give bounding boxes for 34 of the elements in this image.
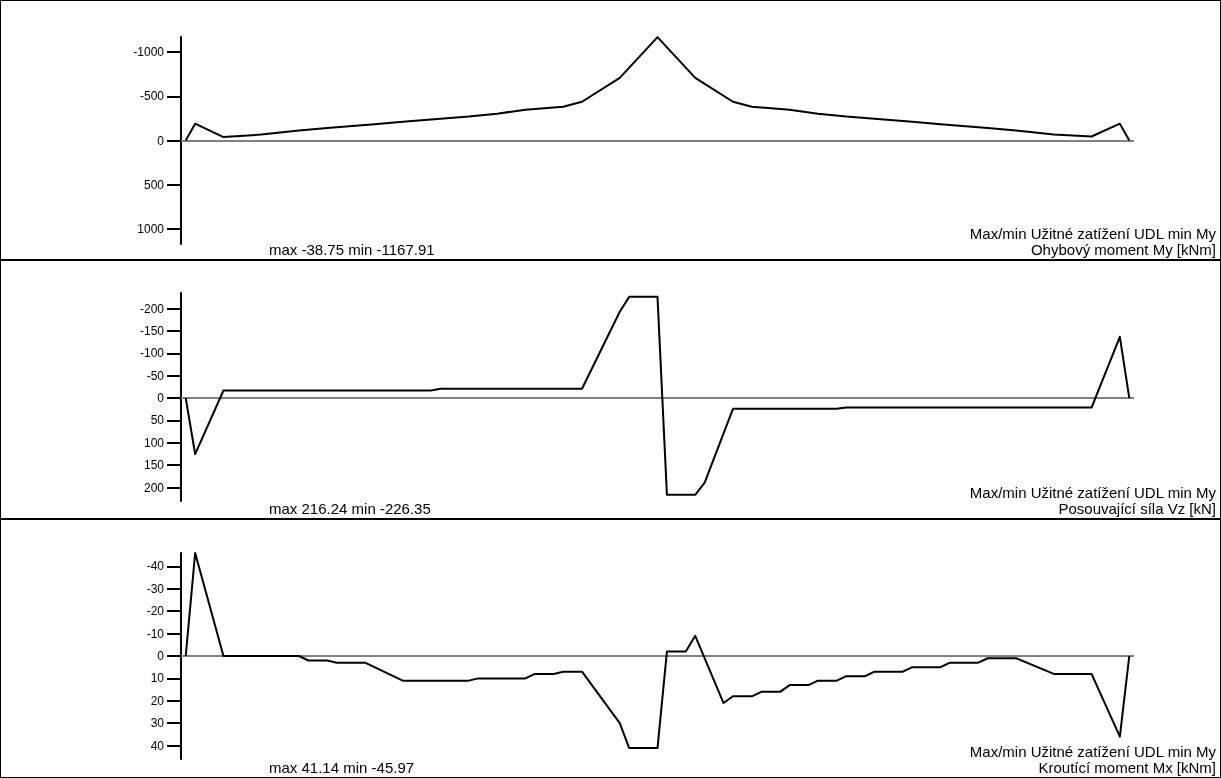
y-tick-label: 0 <box>157 649 165 663</box>
annotation: Max/min Užitné zatížení UDL min My <box>969 484 1216 501</box>
y-tick-label: 100 <box>143 435 165 450</box>
y-tick-label: 50 <box>150 413 165 428</box>
annotation: max 216.24 min -226.35 <box>269 500 431 517</box>
annotation: Max/min Užitné zatížení UDL min My <box>969 225 1216 242</box>
y-tick-label: -100 <box>139 346 165 361</box>
y-tick-label: -50 <box>146 368 165 383</box>
y-tick-label: -10 <box>146 626 165 641</box>
y-tick-label: 20 <box>150 693 165 708</box>
y-tick-label: -500 <box>139 89 165 104</box>
y-tick-label: 0 <box>157 133 165 148</box>
y-tick-label: 150 <box>143 458 165 473</box>
annotation: Posouvající síla Vz [kN] <box>1058 500 1216 517</box>
annotation: Max/min Užitné zatížení UDL min My <box>969 743 1216 760</box>
y-tick-label: 30 <box>150 716 165 731</box>
annotation: Ohybový moment My [kNm] <box>1030 241 1216 258</box>
y-tick-label: 10 <box>150 671 165 686</box>
y-tick-label: -30 <box>146 581 165 596</box>
y-tick-label: -40 <box>146 559 165 574</box>
y-tick-label: 0 <box>157 391 165 406</box>
line-series <box>184 36 1131 142</box>
y-tick-label: 200 <box>143 480 165 495</box>
y-tick-label: 500 <box>143 177 165 192</box>
annotation: max -38.75 min -1167.91 <box>269 241 435 258</box>
y-tick-label: 40 <box>150 738 165 753</box>
y-tick-label: -20 <box>146 604 165 619</box>
line-series <box>184 295 1131 496</box>
y-tick-label: -1000 <box>133 45 165 60</box>
y-tick-label: 1000 <box>137 221 165 236</box>
y-tick-label: -150 <box>139 324 165 339</box>
y-tick-label: -200 <box>139 301 165 316</box>
annotation: max 41.14 min -45.97 <box>269 759 415 776</box>
annotation: Kroutící moment Mx [kNm] <box>1038 759 1216 776</box>
